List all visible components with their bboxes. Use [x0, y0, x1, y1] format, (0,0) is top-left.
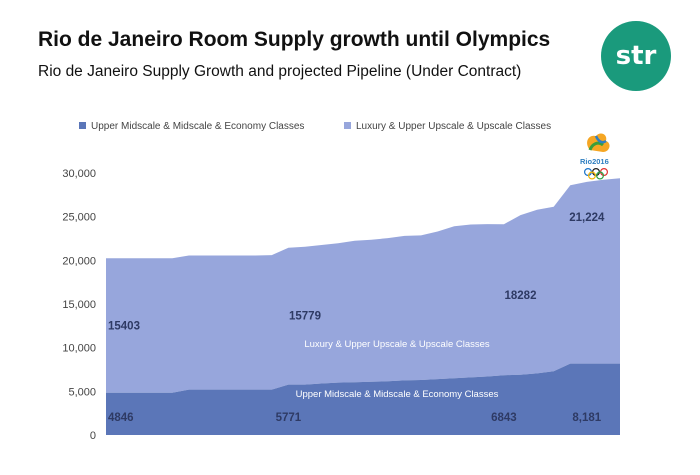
rio-emblem-icon	[587, 133, 610, 152]
area-luxury-classes	[106, 178, 620, 393]
y-tick-label: 10,000	[62, 343, 96, 355]
data-label-value: 15403	[108, 320, 140, 332]
area-layer	[106, 178, 620, 435]
y-tick-label: 5,000	[68, 386, 96, 398]
legend-swatch-luxury	[344, 122, 351, 129]
chart-subtitle: Rio de Janeiro Supply Growth and project…	[38, 63, 522, 80]
area-economy-classes	[106, 363, 620, 435]
olympic-rings-icon	[583, 168, 608, 180]
data-label-value: 4846	[108, 412, 134, 424]
area-label-economy: Upper Midscale & Midscale & Economy Clas…	[296, 389, 499, 400]
y-tick-label: 30,000	[62, 168, 96, 180]
legend-label-luxury: Luxury & Upper Upscale & Upscale Classes	[356, 121, 551, 132]
y-tick-label: 20,000	[62, 255, 96, 267]
data-label-value: 8,181	[572, 412, 601, 424]
data-label-value: 6843	[491, 412, 517, 424]
data-label-value: 18282	[505, 290, 537, 302]
rio-2016-text: Rio2016	[580, 157, 609, 166]
y-tick-label: 25,000	[62, 212, 96, 224]
str-logo: str	[601, 21, 671, 91]
data-label-value: 21,224	[569, 212, 605, 224]
data-label-value: 15779	[289, 311, 321, 323]
y-tick-label: 0	[90, 430, 96, 442]
y-tick-label: 15,000	[62, 299, 96, 311]
chart-title: Rio de Janeiro Room Supply growth until …	[38, 28, 551, 51]
y-axis: 0 5,000 10,000 15,000 20,000 25,000 30,000	[62, 168, 96, 442]
data-label-layer: 4846 5771 6843 8,181 15403 15779 18282 21,224	[108, 212, 605, 424]
area-label-luxury: Luxury & Upper Upscale & Upscale Classes	[304, 339, 490, 350]
legend-swatch-economy	[79, 122, 86, 129]
legend-label-economy: Upper Midscale & Midscale & Economy Clas…	[91, 121, 304, 132]
rio-2016-badge: Rio2016	[580, 133, 610, 180]
data-label-value: 5771	[276, 412, 302, 424]
